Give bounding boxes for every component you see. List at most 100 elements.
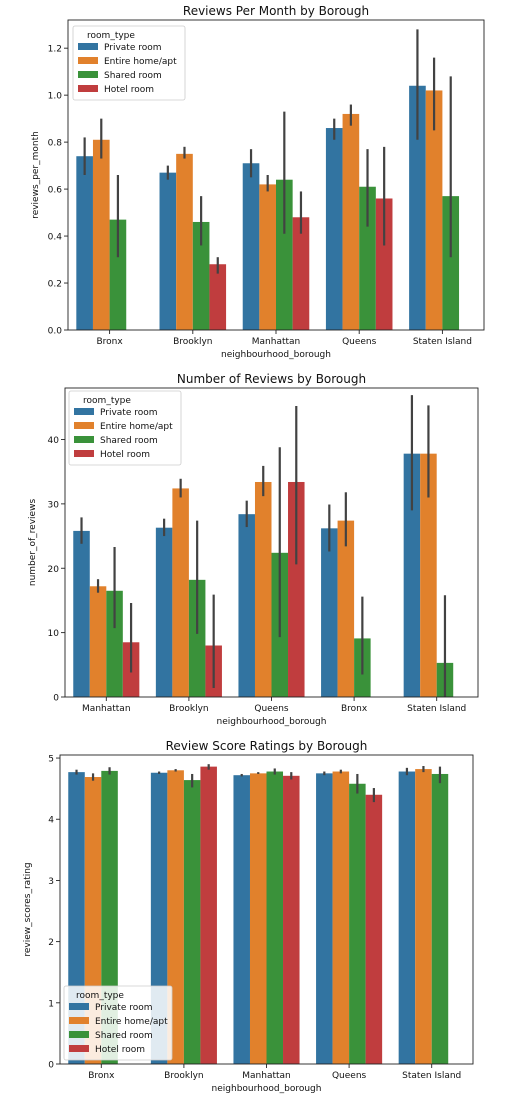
- x-tick-label: Queens: [332, 1071, 367, 1081]
- legend-label-private-room: Private room: [100, 408, 158, 418]
- bar-shared-room-manhattan: [106, 590, 123, 697]
- legend: room_type Private room Entire home/apt Shar…: [72, 25, 186, 101]
- x-tick-label: Staten Island: [402, 1071, 461, 1081]
- bar-hotel-room-queens: [288, 481, 305, 697]
- legend-label-entire-home-apt: Entire home/apt: [100, 422, 173, 432]
- x-tick-label: Brooklyn: [173, 337, 212, 347]
- x-axis-label: neighbourhood_borough: [212, 1084, 322, 1094]
- y-tick-label: 0.0: [48, 327, 63, 337]
- bar-entire-home-apt-manhattan: [89, 586, 107, 697]
- y-tick-label: 1: [48, 999, 54, 1009]
- x-tick-label: Manhattan: [242, 1071, 290, 1081]
- bar-entire-home-apt-staten-island: [420, 453, 437, 697]
- legend-swatch-hotel-room: [69, 1045, 89, 1052]
- x-tick-label: Manhattan: [252, 337, 300, 347]
- legend-label-private-room: Private room: [95, 1003, 153, 1013]
- legend-label-entire-home-apt: Entire home/apt: [95, 1017, 168, 1027]
- bar-private-room-brooklyn: [155, 527, 173, 697]
- bar-private-room-staten-island: [409, 85, 426, 331]
- legend-title: room_type: [87, 31, 135, 41]
- x-tick-label: Brooklyn: [169, 704, 208, 714]
- x-tick-label: Bronx: [88, 1071, 115, 1081]
- bar-private-room-staten-island: [403, 453, 421, 697]
- bar-private-room-queens: [316, 773, 333, 1064]
- bar-hotel-room-manhattan: [292, 217, 310, 330]
- legend-label-hotel-room: Hotel room: [95, 1045, 145, 1055]
- legend-swatch-hotel-room: [74, 450, 94, 457]
- y-tick-label: 40: [48, 436, 60, 446]
- bar-entire-home-apt-manhattan: [259, 184, 276, 330]
- y-tick-label: 4: [48, 816, 54, 826]
- x-tick-label: Queens: [254, 704, 289, 714]
- legend: room_type Private room Entire home/apt Shar…: [68, 390, 182, 466]
- y-tick-label: 10: [48, 629, 60, 639]
- y-tick-label: 20: [48, 565, 60, 575]
- legend-box: [68, 390, 182, 466]
- bar-entire-home-apt-manhattan: [249, 773, 267, 1064]
- bar-private-room-bronx: [321, 528, 338, 697]
- y-tick-label: 0.8: [48, 139, 63, 149]
- legend-title: room_type: [76, 991, 124, 1001]
- legend-label-private-room: Private room: [104, 43, 162, 53]
- y-tick-label: 5: [48, 755, 54, 765]
- bar-private-room-brooklyn: [159, 172, 177, 330]
- bar-shared-room-manhattan: [276, 179, 293, 330]
- legend-box: [63, 985, 173, 1061]
- number-of-reviews-chart: Number of Reviews by Borough 0 10 20 30 40 Man…: [28, 372, 479, 727]
- bar-entire-home-apt-bronx: [92, 139, 110, 330]
- chart-title: Reviews Per Month by Borough: [183, 4, 369, 18]
- legend-title: room_type: [83, 396, 131, 406]
- y-tick-label: 2: [48, 938, 54, 948]
- y-tick-label: 0: [53, 694, 59, 704]
- legend-swatch-entire-home-apt: [78, 57, 98, 64]
- bar-shared-room-queens: [349, 783, 366, 1064]
- y-tick-label: 3: [48, 877, 54, 887]
- y-tick-label: 1.2: [48, 45, 62, 55]
- review-score-ratings-chart: Review Score Ratings by Borough 0 1 2 3 4 5 Bro…: [23, 739, 474, 1094]
- y-tick-label: 0.6: [48, 186, 63, 196]
- x-axis-label: neighbourhood_borough: [221, 350, 331, 360]
- bar-private-room-manhattan: [233, 775, 250, 1064]
- bar-entire-home-apt-brooklyn: [176, 153, 193, 330]
- y-tick-label: 0.2: [48, 280, 62, 290]
- bar-shared-room-queens: [359, 186, 376, 330]
- bar-shared-room-brooklyn: [192, 221, 210, 330]
- legend-swatch-shared-room: [74, 436, 94, 443]
- bar-hotel-room-queens: [375, 198, 393, 330]
- legend: room_type Private room Entire home/apt Shar…: [63, 985, 173, 1061]
- bar-private-room-manhattan: [73, 530, 90, 697]
- chart-title: Number of Reviews by Borough: [177, 372, 366, 386]
- legend-label-shared-room: Shared room: [104, 71, 162, 81]
- bar-hotel-room-manhattan: [283, 775, 300, 1064]
- legend-swatch-private-room: [74, 408, 94, 415]
- x-tick-label: Bronx: [341, 704, 368, 714]
- x-tick-label: Staten Island: [413, 337, 472, 347]
- legend-swatch-shared-room: [69, 1031, 89, 1038]
- bar-entire-home-apt-queens: [254, 481, 272, 697]
- bar-private-room-manhattan: [242, 163, 260, 330]
- legend-swatch-shared-room: [78, 71, 98, 78]
- bar-shared-room-brooklyn: [188, 579, 206, 697]
- y-tick-label: 1.0: [48, 92, 63, 102]
- bar-entire-home-apt-brooklyn: [172, 488, 189, 697]
- legend-box: [72, 25, 186, 101]
- reviews-per-month-chart: Reviews Per Month by Borough 0.0 0.2 0.4 0.6…: [31, 4, 485, 360]
- bar-hotel-room-brooklyn: [200, 766, 217, 1064]
- bar-entire-home-apt-queens: [332, 771, 350, 1064]
- bar-shared-room-staten-island: [442, 196, 460, 330]
- x-tick-label: Bronx: [96, 337, 123, 347]
- y-tick-label: 30: [48, 500, 60, 510]
- bar-private-room-bronx: [76, 156, 93, 330]
- y-axis-label: number_of_reviews: [28, 499, 38, 587]
- x-tick-label: Manhattan: [82, 704, 130, 714]
- y-axis-label: review_scores_rating: [23, 862, 33, 956]
- legend-swatch-entire-home-apt: [69, 1017, 89, 1024]
- bar-entire-home-apt-staten-island: [425, 90, 443, 330]
- bar-entire-home-apt-bronx: [337, 520, 355, 697]
- x-tick-label: Brooklyn: [164, 1071, 203, 1081]
- legend-label-shared-room: Shared room: [100, 436, 158, 446]
- chart-title: Review Score Ratings by Borough: [166, 739, 368, 753]
- legend-label-entire-home-apt: Entire home/apt: [104, 57, 177, 67]
- legend-label-shared-room: Shared room: [95, 1031, 153, 1041]
